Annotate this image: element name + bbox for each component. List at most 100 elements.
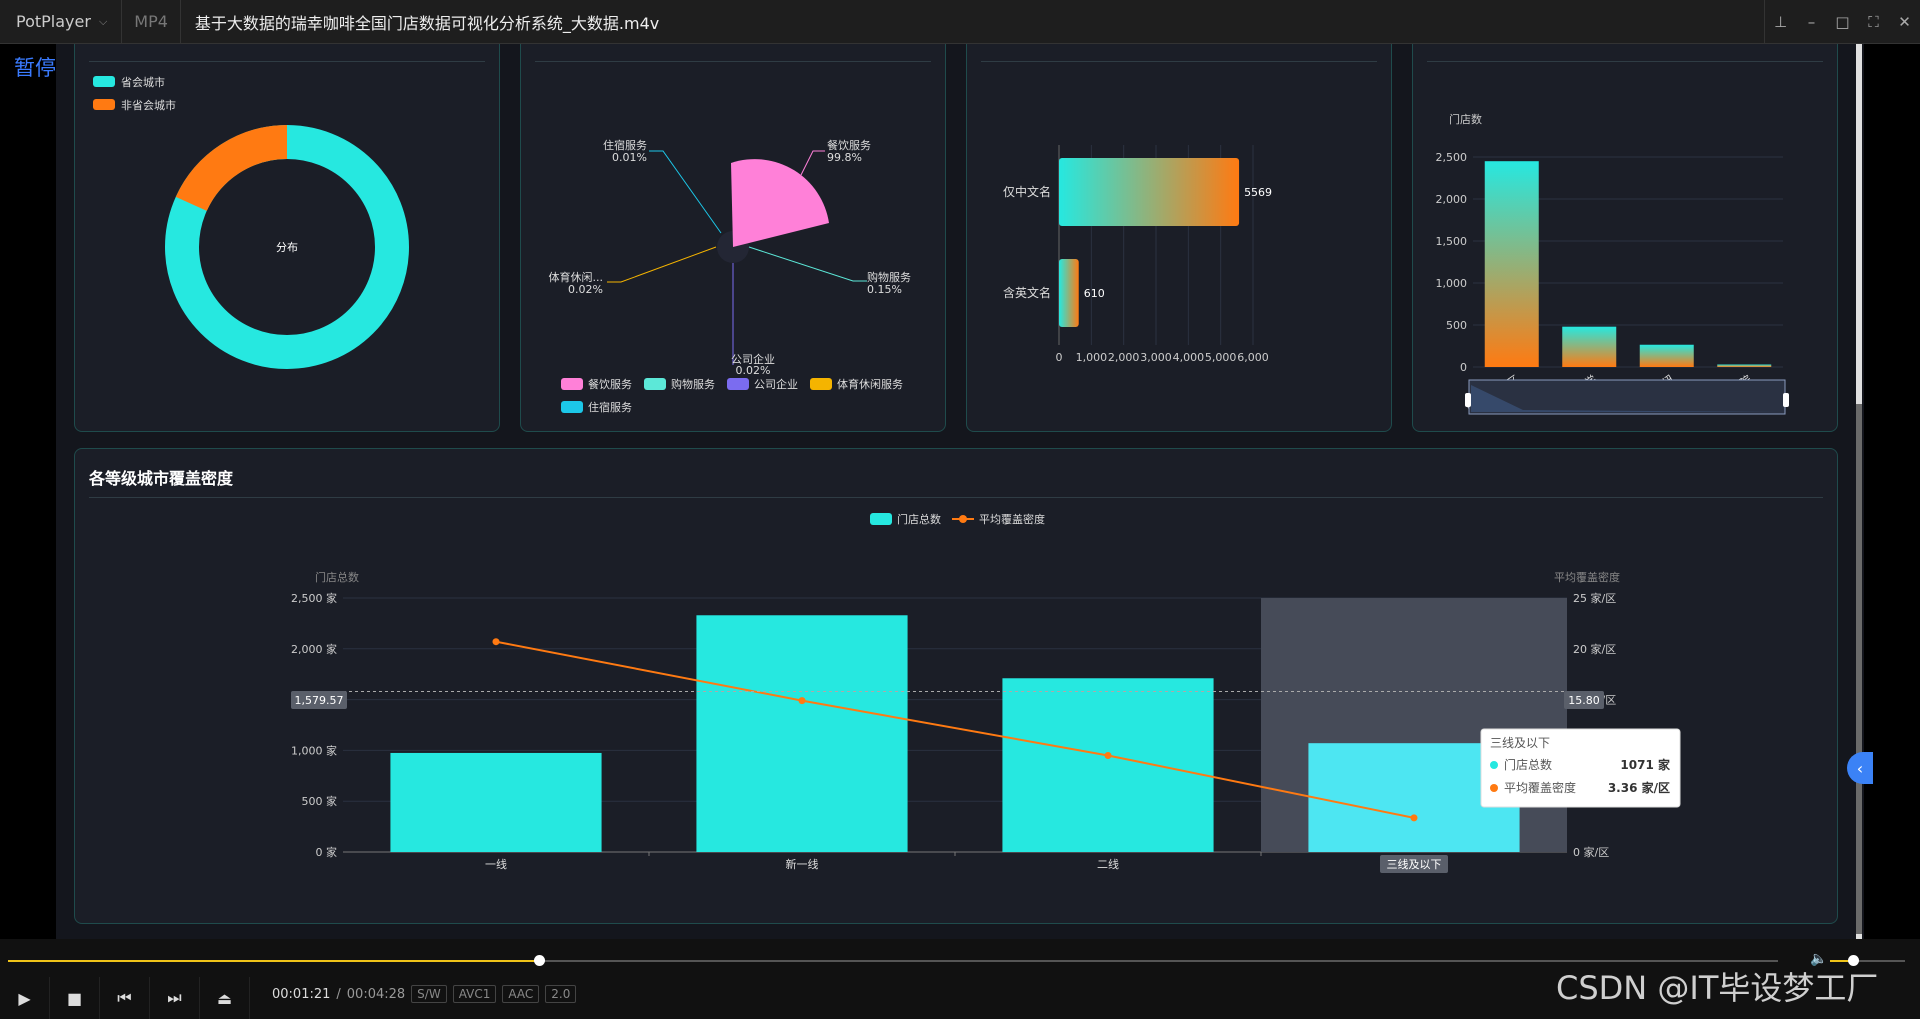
legend-swatch-catering[interactable] bbox=[561, 378, 583, 390]
rose-label-shopping-name: 购物服务 bbox=[867, 270, 911, 284]
legend-label-company[interactable]: 公司企业 bbox=[754, 377, 798, 391]
eject-button[interactable]: ⏏ bbox=[200, 977, 250, 1019]
vbar-bar[interactable] bbox=[1484, 161, 1539, 367]
seek-handle[interactable] bbox=[534, 955, 545, 966]
tooltip-marker-store-total bbox=[1490, 761, 1498, 769]
vbar-bar[interactable] bbox=[1717, 364, 1772, 367]
combo-category-label: 新一线 bbox=[786, 857, 819, 871]
legend-marker-density[interactable] bbox=[959, 515, 967, 523]
chevron-down-icon: ⌵ bbox=[98, 14, 108, 28]
next-button[interactable]: ⏭ bbox=[150, 977, 200, 1019]
seek-track bbox=[8, 960, 1778, 962]
hbar-tick-label: 5,000 bbox=[1205, 351, 1237, 364]
maximize-icon[interactable]: □ bbox=[1835, 13, 1850, 31]
pin-icon[interactable]: ⊥ bbox=[1773, 13, 1788, 31]
datazoom-handle-right[interactable] bbox=[1783, 393, 1789, 407]
seek-bar[interactable] bbox=[8, 949, 1778, 973]
density-point[interactable] bbox=[492, 638, 500, 646]
vbar-bar[interactable] bbox=[1639, 344, 1694, 367]
seek-progress bbox=[8, 960, 539, 962]
play-button[interactable]: ▶ bbox=[0, 977, 50, 1019]
close-icon[interactable]: ✕ bbox=[1898, 13, 1911, 31]
combo-bar[interactable] bbox=[390, 752, 602, 852]
volume-handle[interactable] bbox=[1847, 955, 1859, 966]
combo-bar[interactable] bbox=[696, 615, 908, 852]
combo-bar[interactable] bbox=[1002, 678, 1214, 852]
rose-label-shopping-pct: 0.15% bbox=[867, 283, 902, 296]
legend-label-lodging[interactable]: 住宿服务 bbox=[588, 400, 632, 414]
legend-label-capital: 省会城市 bbox=[121, 75, 165, 89]
density-point[interactable] bbox=[1410, 814, 1418, 822]
donut-center-label: 分布 bbox=[276, 241, 298, 254]
density-point[interactable] bbox=[1104, 751, 1112, 759]
leader-line-lodging bbox=[649, 150, 722, 234]
badge-renderer[interactable]: S/W bbox=[411, 985, 447, 1003]
combo-category-label: 三线及以下 bbox=[1387, 857, 1442, 871]
panel-store-name-type: 5569 610 0 1,000 2,000 3,000 4,000 5,000 6,000 … bbox=[966, 44, 1392, 432]
legend-swatch-capital bbox=[93, 76, 115, 87]
volume-control[interactable]: 🔈 bbox=[1810, 949, 1905, 973]
previous-button[interactable]: ⏮ bbox=[100, 977, 150, 1019]
combo-chart: 门店总数 平均覆盖密度 门店总数 平均覆盖密度 0 家 500 家 1,000 家 1… bbox=[291, 512, 1681, 873]
density-line[interactable] bbox=[495, 640, 1415, 819]
badge-video-codec[interactable]: AVC1 bbox=[452, 985, 497, 1003]
stop-button[interactable]: ■ bbox=[50, 977, 100, 1019]
badge-channels[interactable]: 2.0 bbox=[545, 985, 577, 1003]
rose-legend: 餐饮服务 购物服务 公司企业 体育休闲服务 住宿服务 bbox=[561, 377, 903, 414]
rose-label-lodging-name: 住宿服务 bbox=[603, 138, 647, 152]
time-current: 00:01:21 bbox=[272, 986, 331, 1002]
scrollbar-thumb[interactable] bbox=[1856, 404, 1862, 934]
vbar-bar[interactable] bbox=[1562, 326, 1617, 367]
hbar-tick-label: 3,000 bbox=[1140, 351, 1172, 364]
tooltip-marker-density bbox=[1490, 784, 1498, 792]
hbar-bar[interactable] bbox=[1059, 158, 1240, 226]
hbar-tick-label: 1,000 bbox=[1076, 351, 1108, 364]
play-icon: ▶ bbox=[18, 988, 31, 1008]
legend-label-density[interactable]: 平均覆盖密度 bbox=[979, 512, 1045, 526]
donut-segment-noncapital[interactable] bbox=[175, 125, 288, 212]
datazoom-handle-left[interactable] bbox=[1465, 393, 1471, 407]
legend-swatch-sports[interactable] bbox=[810, 378, 832, 390]
time-separator: / bbox=[336, 986, 341, 1002]
panel-poi-type: 住宿服务 0.01% 餐饮服务 99.8% 体育休闲... 0.02% 购物服务… bbox=[520, 44, 946, 432]
rose-label-catering-name: 餐饮服务 bbox=[827, 138, 871, 152]
eject-icon: ⏏ bbox=[216, 988, 233, 1008]
badge-audio-codec[interactable]: AAC bbox=[502, 985, 540, 1003]
donut-chart: 省会城市 非省会城市 分布 bbox=[93, 75, 409, 369]
datazoom-preview bbox=[1471, 385, 1783, 412]
time-total: 00:04:28 bbox=[346, 986, 406, 1002]
speaker-icon[interactable]: 🔈 bbox=[1810, 951, 1828, 967]
density-point[interactable] bbox=[798, 697, 806, 705]
pause-status: 暂停 bbox=[14, 56, 56, 80]
rose-slice-catering[interactable] bbox=[731, 159, 829, 247]
right-axis-name: 平均覆盖密度 bbox=[1554, 570, 1620, 584]
legend-label-shopping[interactable]: 购物服务 bbox=[671, 377, 715, 391]
app-menu-button[interactable]: PotPlayer ⌵ bbox=[0, 0, 123, 43]
legend-label-store-total[interactable]: 门店总数 bbox=[897, 512, 941, 526]
hbar-category-label: 仅中文名 bbox=[1003, 184, 1051, 199]
hbar-bar[interactable] bbox=[1059, 259, 1079, 327]
watermark: CSDN @IT毕设梦工厂 bbox=[1556, 969, 1879, 1007]
legend-swatch-shopping[interactable] bbox=[644, 378, 666, 390]
side-collapse-button[interactable]: ‹ bbox=[1847, 752, 1873, 784]
tooltip-name-density: 平均覆盖密度 bbox=[1504, 780, 1576, 795]
scrollbar[interactable] bbox=[1856, 44, 1862, 939]
tooltip: 三线及以下 门店总数 1071 家 平均覆盖密度 3.36 家/区 bbox=[1480, 728, 1681, 808]
fullscreen-icon[interactable]: ⛶ bbox=[1868, 13, 1879, 31]
legend-label-catering[interactable]: 餐饮服务 bbox=[588, 377, 632, 391]
legend-swatch-lodging[interactable] bbox=[561, 401, 583, 413]
hbar-tick-label: 2,000 bbox=[1108, 351, 1140, 364]
right-tick-label: 20 家/区 bbox=[1573, 642, 1616, 656]
right-tick-label: 25 家/区 bbox=[1573, 591, 1616, 605]
vbar-tick-label: 0 bbox=[1460, 361, 1467, 374]
video-area[interactable]: 省会城市 非省会城市 分布 住宿服务 0.01% 餐饮服务 99.8% 体育休闲… bbox=[56, 44, 1864, 939]
chevron-left-icon: ‹ bbox=[1856, 758, 1864, 778]
hbar-category-label: 含英文名 bbox=[1003, 285, 1051, 300]
legend-swatch-store-total[interactable] bbox=[870, 513, 892, 525]
minimize-icon[interactable]: – bbox=[1807, 13, 1816, 31]
legend-swatch-company[interactable] bbox=[727, 378, 749, 390]
vbar-tick-label: 1,000 bbox=[1436, 277, 1468, 290]
legend-label-sports[interactable]: 体育休闲服务 bbox=[837, 377, 903, 391]
